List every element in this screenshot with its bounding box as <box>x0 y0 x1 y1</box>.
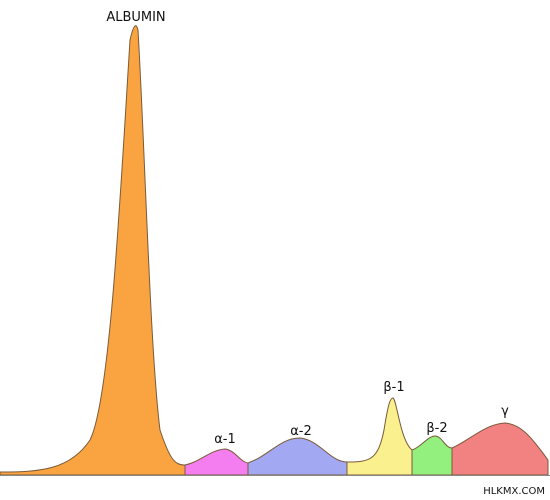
alpha1-peak <box>184 448 249 476</box>
beta2-peak <box>411 435 453 476</box>
alpha2-peak <box>247 437 348 476</box>
albumin-peak <box>0 25 186 476</box>
gamma-peak <box>451 422 549 476</box>
beta2-label: β-2 <box>426 421 447 436</box>
alpha1-label: α-1 <box>214 432 236 447</box>
watermark: HLKMX.COM <box>483 486 545 497</box>
alpha2-label: α-2 <box>290 424 312 439</box>
albumin-label: ALBUMIN <box>106 10 165 25</box>
beta1-peak <box>346 397 413 476</box>
gamma-label: γ <box>501 404 509 419</box>
beta1-label: β-1 <box>383 380 404 395</box>
